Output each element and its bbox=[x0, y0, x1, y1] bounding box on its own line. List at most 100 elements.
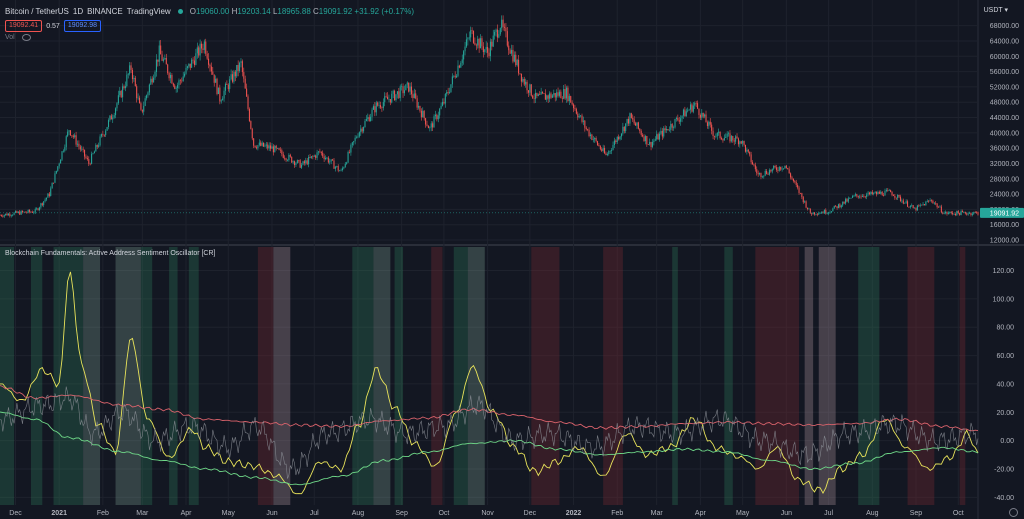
candle-body bbox=[412, 94, 414, 99]
candle-body bbox=[123, 86, 125, 89]
candle-body bbox=[43, 201, 45, 206]
candle-body bbox=[9, 213, 11, 216]
candle bbox=[385, 92, 387, 98]
candle-body bbox=[270, 145, 272, 149]
candle-body bbox=[825, 209, 827, 214]
candle-body bbox=[792, 178, 794, 182]
gear-icon[interactable] bbox=[1009, 508, 1018, 517]
candle-body bbox=[706, 122, 708, 127]
candle-body bbox=[656, 134, 658, 140]
candle bbox=[598, 142, 600, 147]
candle-body bbox=[62, 150, 64, 152]
candle-body bbox=[265, 144, 267, 146]
candle-body bbox=[564, 88, 566, 99]
candle-body bbox=[434, 114, 436, 117]
volume-legend[interactable]: Vol bbox=[5, 34, 31, 41]
currency-selector[interactable]: USDT ▾ bbox=[983, 7, 1008, 14]
candle bbox=[138, 95, 141, 104]
candle-body bbox=[55, 170, 57, 174]
candle bbox=[709, 118, 711, 128]
candle bbox=[429, 126, 431, 132]
interval: 1D bbox=[72, 7, 84, 16]
candle bbox=[95, 143, 97, 152]
candle bbox=[461, 54, 463, 66]
candle-body bbox=[550, 93, 552, 98]
candle bbox=[381, 106, 383, 112]
price-tick-label: 44000.00 bbox=[990, 115, 1019, 122]
candle-body bbox=[498, 34, 500, 38]
candle-body bbox=[88, 159, 90, 164]
candle bbox=[557, 87, 559, 98]
candle bbox=[286, 159, 289, 162]
candle bbox=[285, 157, 287, 163]
candle bbox=[722, 138, 724, 143]
candle-body bbox=[588, 129, 590, 137]
candle bbox=[403, 85, 405, 96]
candle-body bbox=[575, 109, 577, 114]
candle-body bbox=[657, 134, 659, 140]
candle-body bbox=[64, 147, 66, 151]
candle-body bbox=[767, 173, 769, 175]
candle bbox=[687, 107, 689, 113]
candle bbox=[130, 62, 132, 73]
buy-button[interactable]: 19092.98 bbox=[63, 20, 102, 32]
candle-body bbox=[86, 158, 88, 160]
candle bbox=[2, 214, 4, 218]
candle-body bbox=[864, 196, 866, 198]
candle-body bbox=[723, 137, 725, 141]
candle bbox=[849, 197, 851, 199]
candle bbox=[976, 211, 978, 214]
candle-body bbox=[51, 182, 53, 189]
indicator-legend[interactable]: Blockchain Fundamentals: Active Address … bbox=[5, 250, 215, 257]
candle-body bbox=[936, 203, 938, 208]
candle bbox=[898, 194, 900, 199]
candle-body bbox=[633, 119, 635, 124]
candle-body bbox=[54, 173, 56, 183]
candle-body bbox=[272, 146, 274, 153]
candle-body bbox=[740, 141, 742, 144]
candle-body bbox=[346, 162, 348, 164]
candle-body bbox=[712, 130, 714, 137]
candle bbox=[494, 29, 496, 40]
candle-body bbox=[384, 96, 386, 103]
candle-body bbox=[308, 156, 310, 165]
candle-body bbox=[206, 53, 208, 59]
high-label: H bbox=[231, 7, 238, 16]
candle-body bbox=[578, 115, 580, 118]
candle-body bbox=[74, 135, 76, 137]
candle bbox=[51, 182, 53, 189]
candle bbox=[191, 57, 193, 68]
candle bbox=[182, 71, 184, 82]
candle-body bbox=[339, 170, 341, 172]
candle-body bbox=[138, 97, 141, 104]
close-label: C bbox=[313, 7, 319, 16]
candle-body bbox=[313, 155, 315, 157]
candle-body bbox=[692, 105, 694, 112]
price-tick-label: 68000.00 bbox=[990, 23, 1019, 30]
candle bbox=[257, 144, 259, 151]
candle-body bbox=[790, 173, 792, 178]
candle bbox=[306, 158, 308, 166]
candle bbox=[34, 207, 36, 215]
candle bbox=[69, 130, 71, 137]
candle-body bbox=[961, 211, 964, 213]
candle bbox=[226, 80, 228, 85]
candle bbox=[739, 140, 741, 148]
candle bbox=[601, 147, 603, 153]
candle-body bbox=[513, 54, 515, 62]
candle-body bbox=[316, 152, 318, 158]
candle-body bbox=[525, 81, 527, 85]
sell-button[interactable]: 19092.41 bbox=[5, 20, 43, 32]
candle bbox=[444, 93, 446, 108]
candle-body bbox=[563, 88, 565, 99]
price-tick-label: 16000.00 bbox=[990, 222, 1019, 229]
candle-body bbox=[719, 131, 721, 139]
candle-body bbox=[940, 206, 942, 213]
eye-icon[interactable] bbox=[21, 34, 31, 41]
candle-body bbox=[863, 195, 865, 197]
candle-body bbox=[327, 157, 329, 163]
candle-body bbox=[859, 196, 861, 198]
candle bbox=[460, 61, 462, 68]
candle bbox=[402, 83, 404, 98]
